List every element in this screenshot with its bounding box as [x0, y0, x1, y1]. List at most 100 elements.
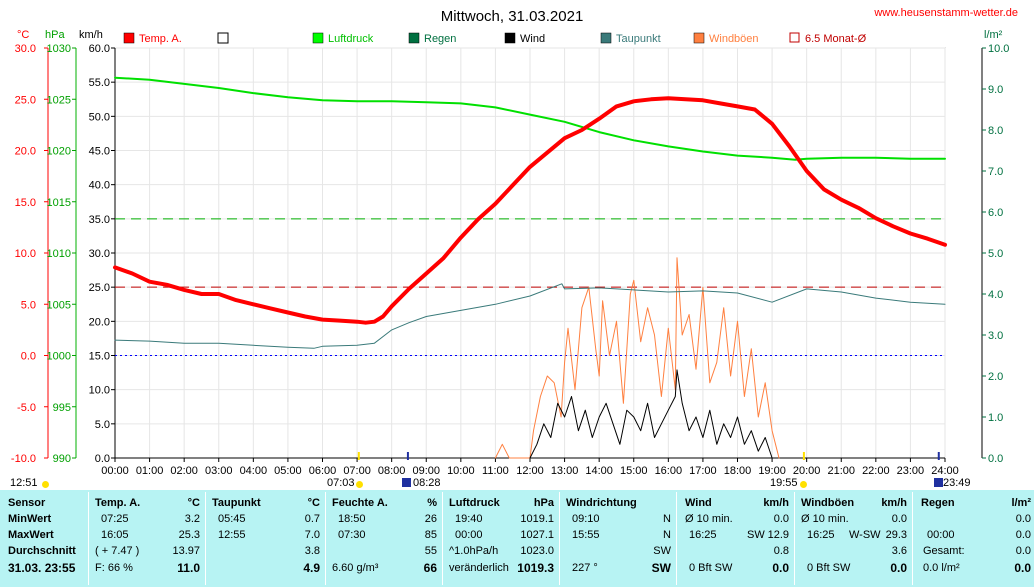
dew-max-time: 12:55 — [218, 529, 246, 541]
rain-tick-label: 6.0 — [988, 207, 1003, 219]
x-tick-label: 22:00 — [862, 465, 890, 477]
x-tick-label: 10:00 — [447, 465, 475, 477]
wind-tick-label: 0.0 — [95, 453, 110, 465]
rain-tick-label: 10.0 — [988, 43, 1009, 55]
site-url: www.heusenstamm-wetter.de — [873, 7, 1018, 19]
wind-tick-label: 55.0 — [89, 77, 110, 89]
rain-tick-label: 7.0 — [988, 166, 1003, 178]
temp-min: 3.2 — [184, 513, 200, 525]
temp-f: F: 66 % — [95, 562, 133, 574]
x-tick-label: 06:00 — [309, 465, 337, 477]
dew-min-time: 05:45 — [218, 513, 246, 525]
x-tick-label: 02:00 — [170, 465, 198, 477]
x-tick-label: 20:00 — [793, 465, 821, 477]
gust-max: 29.3 — [885, 529, 907, 541]
x-tick-label: 16:00 — [655, 465, 683, 477]
legend-swatch — [217, 32, 229, 44]
dew-min: 0.7 — [304, 513, 320, 525]
series-taupunkt — [114, 283, 946, 349]
gust-bft: 0 Bft SW — [807, 562, 851, 574]
humidity-current: 66 — [423, 561, 437, 575]
series-luftdruck — [114, 76, 946, 161]
humidity-abs: 6.60 g/m³ — [332, 562, 379, 574]
temp-min-time: 07:25 — [101, 513, 129, 525]
rain-min: 0.0 — [1015, 529, 1031, 541]
humidity-max-time: 07:30 — [338, 529, 366, 541]
panel-direction: Windrichtung 09:10 N 15:55 N SW 227 ° SW — [559, 492, 675, 585]
legend-swatch — [504, 32, 516, 44]
status-sunrise: 07:03 — [327, 477, 355, 489]
wind-tick-label: 35.0 — [89, 214, 110, 226]
rain-tick-label: 1.0 — [988, 412, 1003, 424]
pressure-tick-label: 990 — [53, 453, 71, 465]
rain-tick-label: 0.0 — [988, 453, 1003, 465]
x-tick-label: 15:00 — [620, 465, 648, 477]
x-tick-label: 13:00 — [551, 465, 579, 477]
gust-avg: 3.6 — [891, 545, 907, 557]
x-tick-label: 07:00 — [343, 465, 371, 477]
temp-tick-label: 5.0 — [21, 299, 36, 311]
gust-current: 0.0 — [890, 561, 907, 575]
legend-label: Wind — [520, 33, 545, 45]
sunset-icon — [800, 481, 807, 488]
pressure-avg: 1023.0 — [520, 545, 554, 557]
wind-tick-label: 20.0 — [89, 316, 110, 328]
rain-total: 0.0 — [1015, 545, 1031, 557]
rain-unit: l/m² — [1011, 497, 1031, 509]
x-tick-label: 04:00 — [240, 465, 268, 477]
x-tick-label: 17:00 — [689, 465, 717, 477]
unit-temp: °C — [17, 29, 29, 41]
pressure-tick-label: 1010 — [47, 248, 71, 260]
wind-max: 12.9 — [767, 529, 789, 541]
wind-min-label: Ø 10 min. — [685, 513, 733, 525]
panel-wind: Wind km/h Ø 10 min. 0.0 16:25 SW 12.9 0.… — [676, 492, 793, 585]
legend-swatch — [408, 32, 420, 44]
dew-unit: °C — [307, 497, 320, 509]
legend-swatch — [123, 32, 135, 44]
temp-header: Temp. A. — [95, 497, 141, 509]
temp-tick-label: 20.0 — [15, 146, 36, 158]
dew-current: 4.9 — [303, 561, 320, 575]
x-tick-label: 00:00 — [101, 465, 129, 477]
pressure-max-time: 00:00 — [455, 529, 483, 541]
rain-tick-label: 3.0 — [988, 330, 1003, 342]
dew-max: 7.0 — [304, 529, 320, 541]
pressure-change: veränderlich — [449, 562, 509, 574]
sensor-date: 31.03. 23:55 — [8, 561, 76, 575]
rain-header: Regen — [921, 497, 955, 509]
temp-current: 11.0 — [177, 561, 200, 575]
x-tick-label: 14:00 — [585, 465, 613, 477]
x-tick-label: 19:00 — [758, 465, 786, 477]
x-tick-label: 08:00 — [378, 465, 406, 477]
legend-label: Temp. A. — [139, 33, 182, 45]
gust-unit: km/h — [881, 497, 907, 509]
direction-max: N — [663, 529, 671, 541]
legend-swatch — [600, 32, 612, 44]
pressure-trend: ^1.0hPa/h — [449, 545, 499, 557]
status-moon-time: 23:49 — [943, 477, 971, 489]
wind-tick-label: 40.0 — [89, 180, 110, 192]
panel-sensor: Sensor MinWert MaxWert Durchschnitt 31.0… — [0, 492, 86, 585]
unit-pressure: hPa — [45, 29, 65, 41]
legend: Temp. A. Luftdruck Regen Wind Taupunkt Windbö… — [123, 32, 867, 45]
legend-swatch — [312, 32, 324, 44]
pressure-tick-label: 995 — [53, 402, 71, 414]
weather-chart: Mittwoch, 31.03.2021 www.heusenstamm-wet… — [11, 7, 1018, 477]
series-windb-en — [494, 257, 780, 459]
panel-gust: Windböen km/h Ø 10 min. 0.0 16:25 W-SW 2… — [794, 492, 911, 585]
direction-current: SW — [651, 561, 671, 575]
legend-label: Windböen — [709, 33, 759, 45]
wind-tick-label: 25.0 — [89, 282, 110, 294]
gust-max-time: 16:25 — [807, 529, 835, 541]
pressure-max: 1027.1 — [520, 529, 554, 541]
humidity-header: Feuchte A. — [332, 497, 388, 509]
legend-label: Luftdruck — [328, 33, 374, 45]
legend-swatch — [789, 32, 800, 43]
sensor-header: Sensor — [8, 497, 46, 509]
rain-max: 0.0 — [1015, 513, 1031, 525]
legend-swatch — [693, 32, 705, 44]
legend-label: Taupunkt — [616, 33, 661, 45]
rain-tick-label: 4.0 — [988, 289, 1003, 301]
grid — [114, 47, 946, 459]
temp-tick-label: -10.0 — [11, 453, 36, 465]
